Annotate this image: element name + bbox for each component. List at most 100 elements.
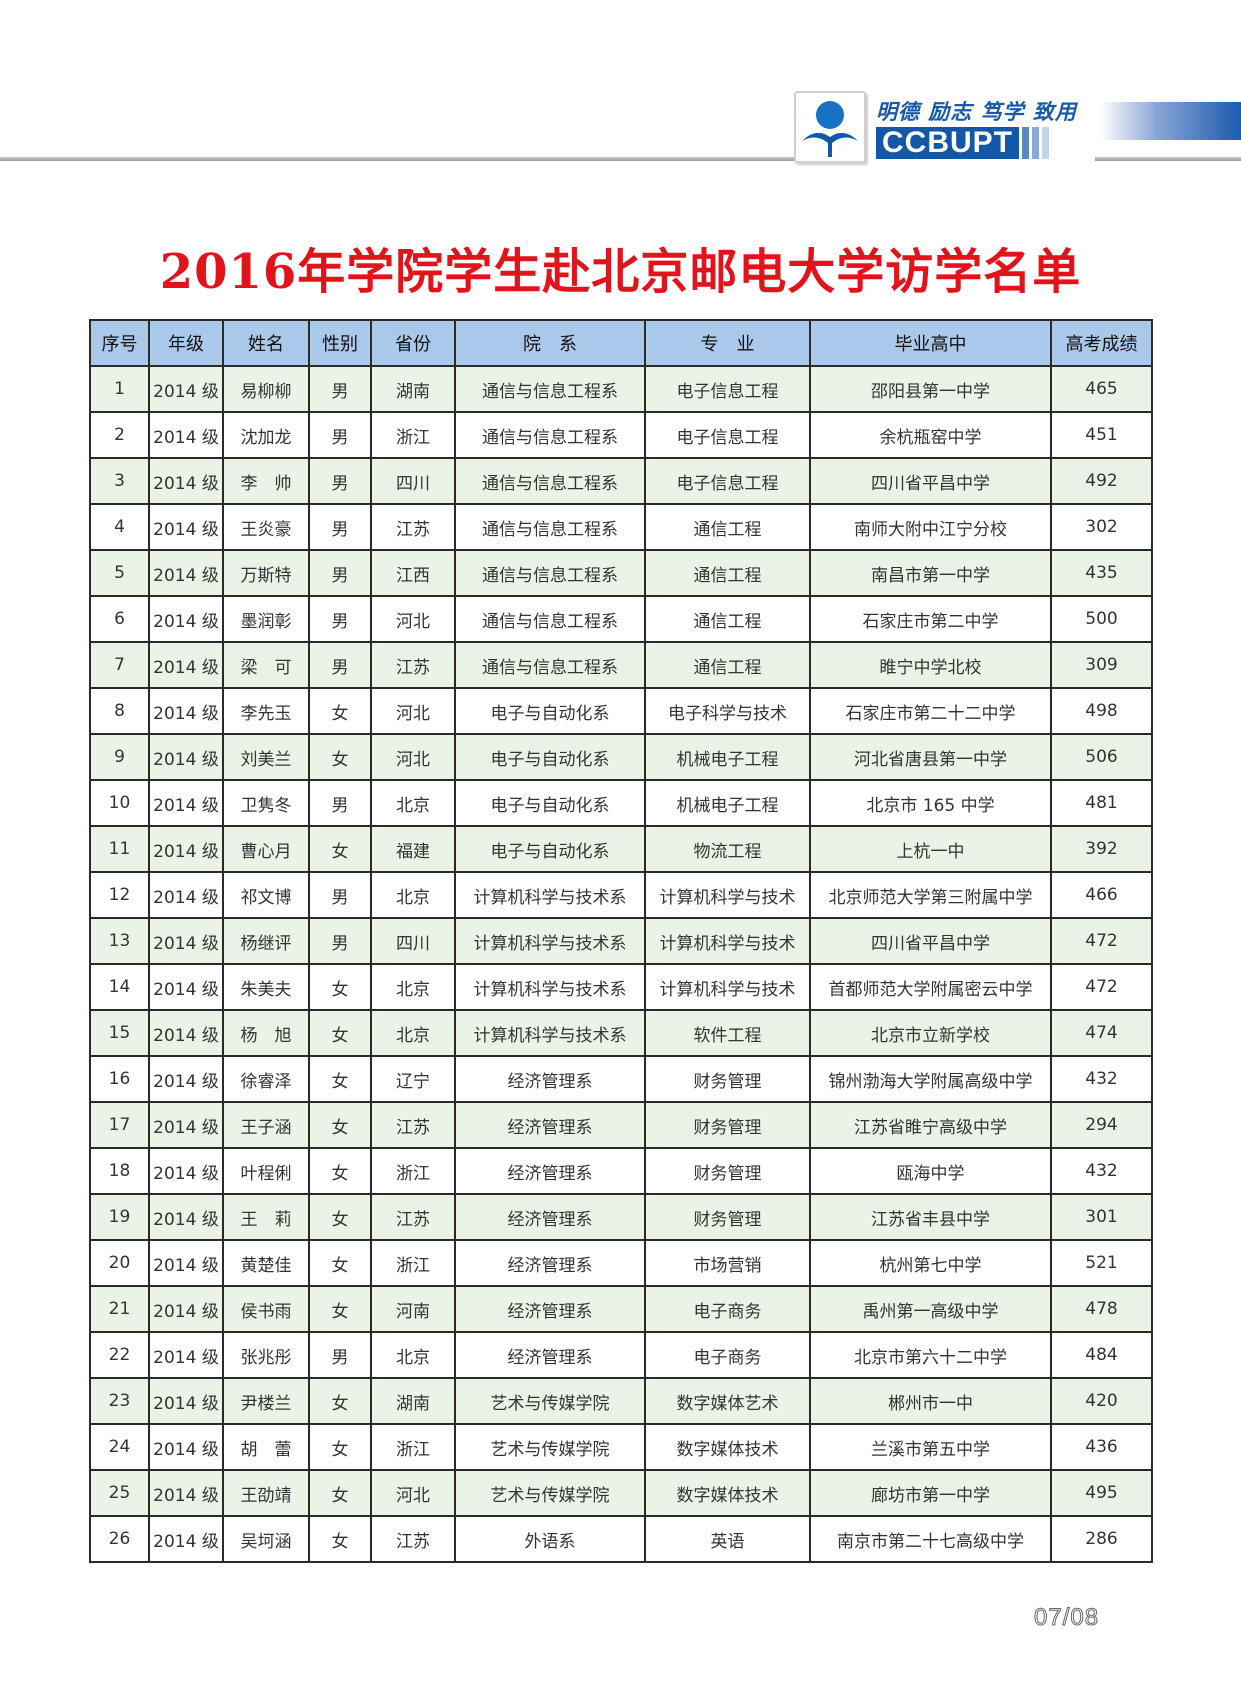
cell-province: 浙江 bbox=[370, 1147, 456, 1195]
cell-major: 电子科学与技术 bbox=[644, 687, 811, 735]
cell-department: 通信与信息工程系 bbox=[454, 457, 646, 505]
cell-score: 474 bbox=[1050, 1009, 1153, 1057]
column-header: 毕业高中 bbox=[809, 319, 1052, 367]
table-row: 14 2014 级朱美夫女北京 计算机科学与技术系 计算机科学与技术 首都师范大学附属密… bbox=[89, 963, 1153, 1011]
cell-score: 472 bbox=[1050, 963, 1153, 1011]
cell-gender: 男 bbox=[308, 779, 372, 827]
cell-index: 2 bbox=[89, 411, 150, 459]
cell-major: 财务管理 bbox=[644, 1101, 811, 1149]
cell-grade: 2014 级 bbox=[148, 1469, 224, 1517]
school-logo-icon bbox=[794, 91, 866, 163]
cell-gender: 女 bbox=[308, 1193, 372, 1241]
cell-province: 江苏 bbox=[370, 1101, 456, 1149]
cell-index: 11 bbox=[89, 825, 150, 873]
cell-high-school: 南师大附中江宁分校 bbox=[809, 503, 1052, 551]
cell-province: 北京 bbox=[370, 963, 456, 1011]
cell-name: 李先玉 bbox=[222, 687, 310, 735]
cell-province: 河南 bbox=[370, 1285, 456, 1333]
cell-province: 河北 bbox=[370, 1469, 456, 1517]
table-row: 23 2014 级尹楼兰女湖南 艺术与传媒学院 数字媒体艺术 郴州市一中 420 bbox=[89, 1377, 1153, 1425]
cell-index: 7 bbox=[89, 641, 150, 689]
table-row: 16 2014 级徐睿泽女辽宁 经济管理系 财务管理 锦州渤海大学附属高级中学 432 bbox=[89, 1055, 1153, 1103]
cell-score: 451 bbox=[1050, 411, 1153, 459]
cell-name: 吴坷涵 bbox=[222, 1515, 310, 1563]
cell-major: 通信工程 bbox=[644, 503, 811, 551]
cell-index: 13 bbox=[89, 917, 150, 965]
cell-grade: 2014 级 bbox=[148, 1239, 224, 1287]
cell-score: 484 bbox=[1050, 1331, 1153, 1379]
cell-grade: 2014 级 bbox=[148, 1285, 224, 1333]
school-motto: 明德 励志 笃学 致用 bbox=[876, 99, 1077, 124]
cell-high-school: 石家庄市第二中学 bbox=[809, 595, 1052, 643]
cell-province: 江西 bbox=[370, 549, 456, 597]
cell-score: 294 bbox=[1050, 1101, 1153, 1149]
cell-major: 通信工程 bbox=[644, 641, 811, 689]
table-row: 15 2014 级杨 旭女北京 计算机科学与技术系 软件工程 北京市立新学校 474 bbox=[89, 1009, 1153, 1057]
cell-gender: 女 bbox=[308, 1377, 372, 1425]
cell-department: 艺术与传媒学院 bbox=[454, 1423, 646, 1471]
cell-grade: 2014 级 bbox=[148, 1147, 224, 1195]
cell-name: 张兆彤 bbox=[222, 1331, 310, 1379]
column-header: 高考成绩 bbox=[1050, 319, 1153, 367]
cell-province: 北京 bbox=[370, 779, 456, 827]
table-row: 13 2014 级杨继评男四川 计算机科学与技术系 计算机科学与技术 四川省平昌中学 47… bbox=[89, 917, 1153, 965]
cell-grade: 2014 级 bbox=[148, 1101, 224, 1149]
cell-index: 18 bbox=[89, 1147, 150, 1195]
cell-high-school: 首都师范大学附属密云中学 bbox=[809, 963, 1052, 1011]
cell-department: 计算机科学与技术系 bbox=[454, 871, 646, 919]
cell-major: 计算机科学与技术 bbox=[644, 917, 811, 965]
cell-department: 电子与自动化系 bbox=[454, 825, 646, 873]
cell-gender: 女 bbox=[308, 1423, 372, 1471]
cell-gender: 男 bbox=[308, 549, 372, 597]
cell-major: 数字媒体艺术 bbox=[644, 1377, 811, 1425]
cell-department: 经济管理系 bbox=[454, 1147, 646, 1195]
cell-major: 机械电子工程 bbox=[644, 779, 811, 827]
header-rule-right bbox=[1095, 157, 1241, 161]
cell-province: 四川 bbox=[370, 917, 456, 965]
header-rule-left bbox=[0, 157, 796, 161]
cell-department: 经济管理系 bbox=[454, 1101, 646, 1149]
cell-major: 数字媒体技术 bbox=[644, 1469, 811, 1517]
cell-index: 25 bbox=[89, 1469, 150, 1517]
column-header: 省份 bbox=[370, 319, 456, 367]
table-row: 7 2014 级梁 可男江苏 通信与信息工程系 通信工程 睢宁中学北校 309 bbox=[89, 641, 1153, 689]
cell-gender: 女 bbox=[308, 733, 372, 781]
cell-department: 通信与信息工程系 bbox=[454, 641, 646, 689]
cell-score: 506 bbox=[1050, 733, 1153, 781]
cell-grade: 2014 级 bbox=[148, 411, 224, 459]
cell-grade: 2014 级 bbox=[148, 963, 224, 1011]
cell-major: 市场营销 bbox=[644, 1239, 811, 1287]
cell-score: 478 bbox=[1050, 1285, 1153, 1333]
cell-score: 432 bbox=[1050, 1055, 1153, 1103]
column-header: 序号 bbox=[89, 319, 150, 367]
header-gradient-bar bbox=[1100, 102, 1241, 140]
cell-gender: 女 bbox=[308, 1101, 372, 1149]
table-row: 22 2014 级张兆彤男北京 经济管理系 电子商务 北京市第六十二中学 484 bbox=[89, 1331, 1153, 1379]
cell-grade: 2014 级 bbox=[148, 595, 224, 643]
cell-major: 财务管理 bbox=[644, 1147, 811, 1195]
cell-name: 墨润彰 bbox=[222, 595, 310, 643]
cell-major: 电子商务 bbox=[644, 1331, 811, 1379]
cell-grade: 2014 级 bbox=[148, 779, 224, 827]
cell-score: 432 bbox=[1050, 1147, 1153, 1195]
table-row: 10 2014 级卫隽冬男北京 电子与自动化系 机械电子工程 北京市 165 中学 481 bbox=[89, 779, 1153, 827]
cell-province: 江苏 bbox=[370, 1515, 456, 1563]
cell-index: 14 bbox=[89, 963, 150, 1011]
cell-major: 电子信息工程 bbox=[644, 365, 811, 413]
cell-name: 卫隽冬 bbox=[222, 779, 310, 827]
cell-province: 江苏 bbox=[370, 503, 456, 551]
table-row: 1 2014 级易柳柳男湖南 通信与信息工程系 电子信息工程 邵阳县第一中学 465 bbox=[89, 365, 1153, 413]
table-row: 8 2014 级李先玉女河北 电子与自动化系 电子科学与技术 石家庄市第二十二中学 498 bbox=[89, 687, 1153, 735]
cell-high-school: 廊坊市第一中学 bbox=[809, 1469, 1052, 1517]
cell-province: 辽宁 bbox=[370, 1055, 456, 1103]
cell-name: 万斯特 bbox=[222, 549, 310, 597]
cell-grade: 2014 级 bbox=[148, 1515, 224, 1563]
cell-department: 通信与信息工程系 bbox=[454, 595, 646, 643]
cell-gender: 女 bbox=[308, 1009, 372, 1057]
cell-gender: 男 bbox=[308, 503, 372, 551]
table-row: 9 2014 级刘美兰女河北 电子与自动化系 机械电子工程 河北省唐县第一中学 506 bbox=[89, 733, 1153, 781]
cell-department: 经济管理系 bbox=[454, 1331, 646, 1379]
table-row: 5 2014 级万斯特男江西 通信与信息工程系 通信工程 南昌市第一中学 435 bbox=[89, 549, 1153, 597]
cell-department: 经济管理系 bbox=[454, 1055, 646, 1103]
cell-gender: 女 bbox=[308, 687, 372, 735]
